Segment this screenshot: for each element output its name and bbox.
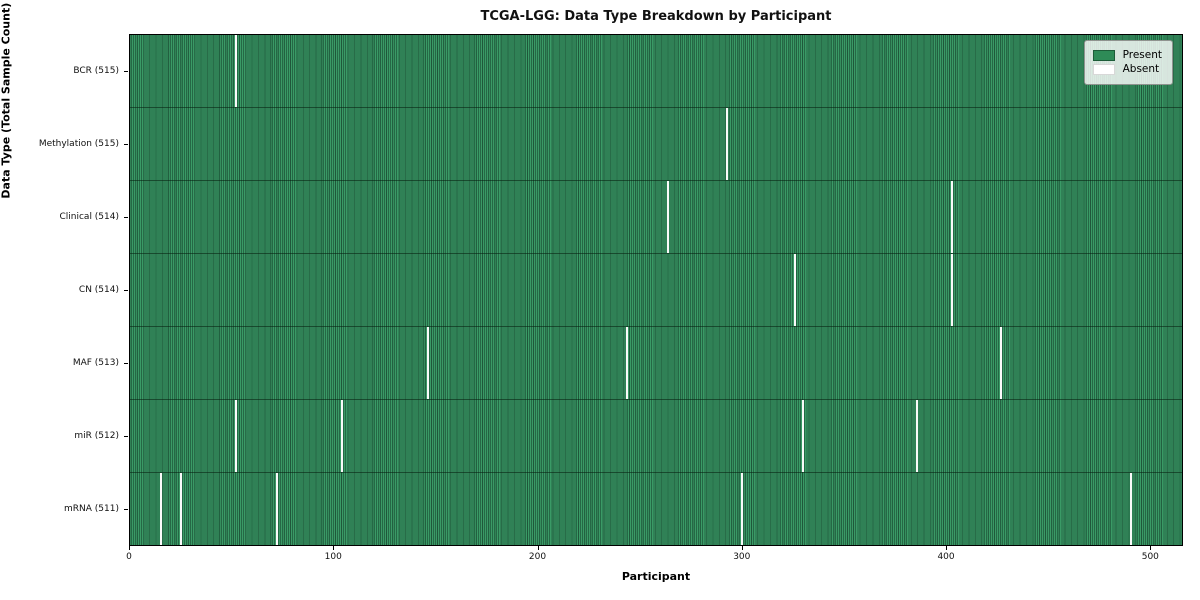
absent-marker (915, 400, 918, 472)
x-tick-label: 500 (1141, 552, 1159, 562)
y-tick-label: Methylation (515) (38, 138, 119, 149)
absent-marker (999, 327, 1002, 399)
plot-area: Present Absent (129, 34, 1183, 546)
absent-marker (726, 108, 729, 180)
y-tick-label: CN (514) (78, 285, 119, 295)
x-tick-mark (537, 546, 539, 550)
y-tick-label: Clinical (514) (59, 211, 119, 222)
absent-marker (341, 400, 344, 472)
y-axis-ticks: BCR (515) Methylation (515) Clinical (514)… (0, 34, 129, 546)
row-miR (130, 400, 1182, 473)
legend-item-absent: Absent (1092, 63, 1162, 76)
row-Methylation (130, 108, 1182, 181)
x-tick-mark (741, 546, 743, 550)
x-tick-label: 400 (937, 552, 955, 562)
absent-marker (426, 327, 429, 399)
absent-marker (275, 473, 278, 545)
row-mRNA (130, 473, 1182, 545)
y-tick-label: mRNA (511) (64, 504, 119, 515)
y-tick-mark (124, 290, 128, 291)
legend-label-present: Present (1122, 49, 1162, 62)
chart-title: TCGA-LGG: Data Type Breakdown by Partici… (480, 9, 832, 24)
y-tick-mark (124, 436, 128, 438)
absent-marker (793, 254, 796, 326)
absent-marker (179, 473, 182, 545)
x-axis-ticks: 0 100 200 300 400 500 (126, 546, 1183, 570)
x-tick-label: 100 (324, 552, 342, 562)
x-tick-mark (333, 546, 335, 550)
x-tick-mark (129, 546, 130, 550)
absent-swatch (1092, 64, 1115, 75)
x-tick-label: 0 (126, 552, 132, 562)
row-Clinical (130, 181, 1182, 254)
legend-item-present: Present (1092, 49, 1162, 62)
legend: Present Absent (1083, 40, 1173, 85)
y-tick-label: BCR (515) (73, 65, 119, 76)
y-tick-label: MAF (513) (72, 358, 119, 369)
y-tick-mark (124, 509, 128, 511)
x-tick-mark (1150, 546, 1152, 550)
x-tick-label: 200 (528, 552, 547, 562)
legend-label-absent: Absent (1122, 63, 1160, 76)
absent-marker (235, 35, 237, 107)
row-BCR (130, 35, 1182, 108)
y-tick-mark (124, 216, 128, 218)
y-tick-mark (124, 143, 128, 145)
absent-marker (801, 400, 804, 472)
rows-container (130, 35, 1182, 545)
present-swatch (1092, 50, 1115, 61)
x-tick-label: 300 (733, 552, 751, 562)
absent-marker (235, 400, 237, 472)
absent-marker (740, 473, 743, 545)
absent-marker (950, 181, 953, 253)
row-CN (130, 254, 1182, 327)
y-tick-label: miR (512) (74, 431, 119, 442)
absent-marker (159, 473, 162, 545)
x-axis-label: Participant (621, 570, 691, 583)
absent-marker (1130, 473, 1133, 545)
row-MAF (130, 327, 1182, 400)
y-tick-mark (124, 70, 128, 72)
y-tick-mark (124, 363, 128, 365)
absent-marker (667, 181, 670, 253)
absent-marker (626, 327, 629, 399)
x-tick-mark (946, 546, 948, 550)
absent-marker (950, 254, 953, 326)
